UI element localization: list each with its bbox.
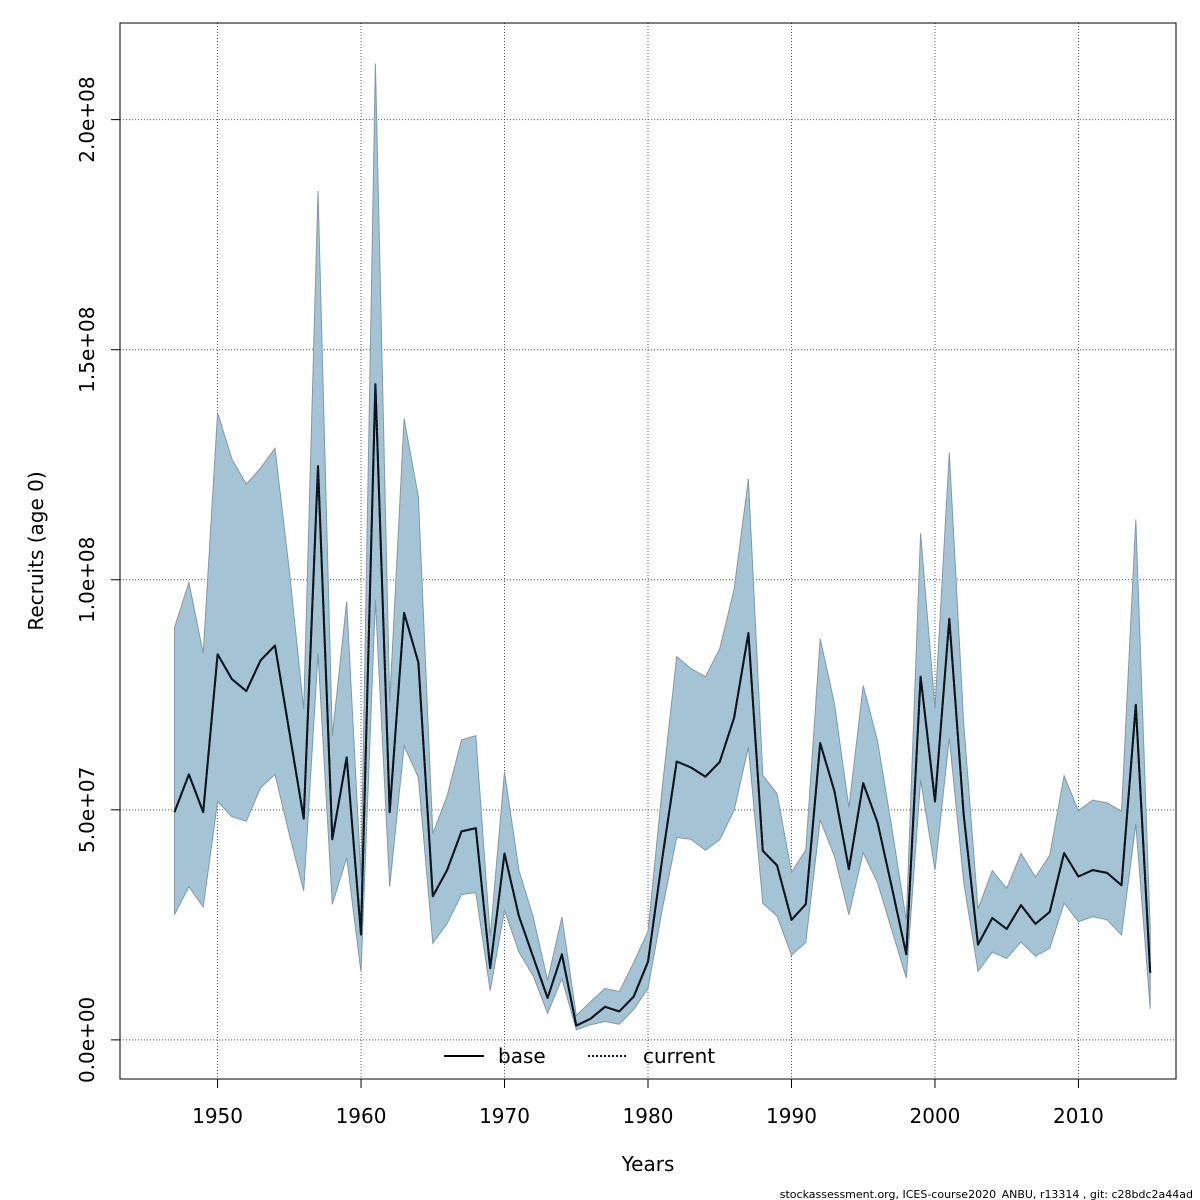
x-tick-label: 1970 [479,1104,530,1128]
series-lines [173,383,1152,1027]
y-tick-label: 1.0e+08 [75,537,99,623]
y-tick-label: 1.5e+08 [75,307,99,393]
legend-current-label: current [643,1044,715,1068]
y-axis: 0.0e+00 5.0e+07 1.0e+08 1.5e+08 2.0e+08 [75,76,120,1083]
legend-base-label: base [498,1044,546,1068]
x-tick-label: 1950 [192,1104,243,1128]
x-axis-title: Years [621,1152,675,1176]
y-tick-label: 2.0e+08 [75,76,99,162]
footer-credit: stockassessment.org, ICES-course2020_ANB… [780,1188,1193,1200]
y-tick-label: 5.0e+07 [75,767,99,853]
y-tick-label: 0.0e+00 [75,997,99,1083]
x-tick-label: 1960 [336,1104,387,1128]
confidence-band [174,63,1151,1031]
series-line-current [173,383,1152,1027]
x-tick-label: 2000 [910,1104,961,1128]
y-axis-title: Recruits (age 0) [24,471,48,630]
x-tick-label: 1990 [766,1104,817,1128]
x-tick-label: 2010 [1053,1104,1104,1128]
x-axis: 1950 1960 1970 1980 1990 2000 2010 [192,1079,1104,1128]
x-tick-label: 1980 [623,1104,674,1128]
legend: base current [444,1044,715,1068]
